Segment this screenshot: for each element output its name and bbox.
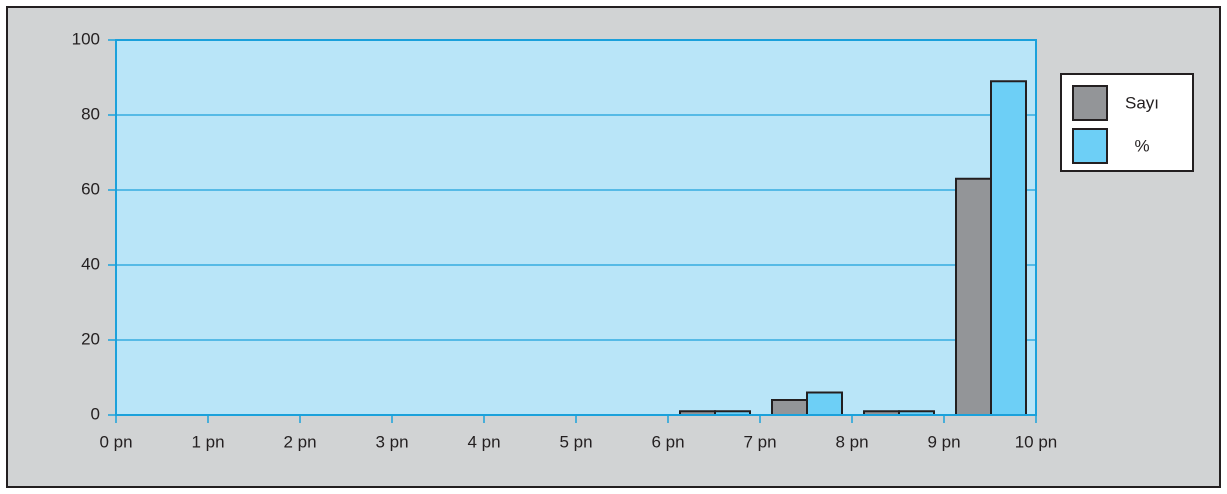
x-tick-label: 1 pn <box>191 432 224 451</box>
y-tick-label: 20 <box>81 329 100 348</box>
x-tick-label: 7 pn <box>743 432 776 451</box>
x-tick-label: 9 pn <box>927 432 960 451</box>
x-tick-label: 8 pn <box>835 432 868 451</box>
x-tick-label: 4 pn <box>467 432 500 451</box>
y-tick-label: 80 <box>81 104 100 123</box>
x-tick-label: 0 pn <box>99 432 132 451</box>
y-tick-label: 60 <box>81 179 100 198</box>
legend-swatch <box>1072 85 1108 121</box>
x-tick-label: 2 pn <box>283 432 316 451</box>
plot-area <box>115 39 1037 416</box>
y-tick-label: 100 <box>72 29 100 48</box>
x-tick-label: 6 pn <box>651 432 684 451</box>
x-tick-label: 5 pn <box>559 432 592 451</box>
x-tick-label: 10 pn <box>1015 432 1058 451</box>
bar <box>955 177 992 416</box>
legend-swatch <box>1072 128 1108 164</box>
x-tick-label: 3 pn <box>375 432 408 451</box>
bar <box>990 80 1027 416</box>
bar <box>771 399 808 416</box>
bar <box>806 391 843 416</box>
legend-label: Sayı <box>1125 93 1159 112</box>
y-tick-label: 40 <box>81 254 100 273</box>
legend-label: % <box>1134 136 1149 155</box>
y-tick-label: 0 <box>91 404 100 423</box>
